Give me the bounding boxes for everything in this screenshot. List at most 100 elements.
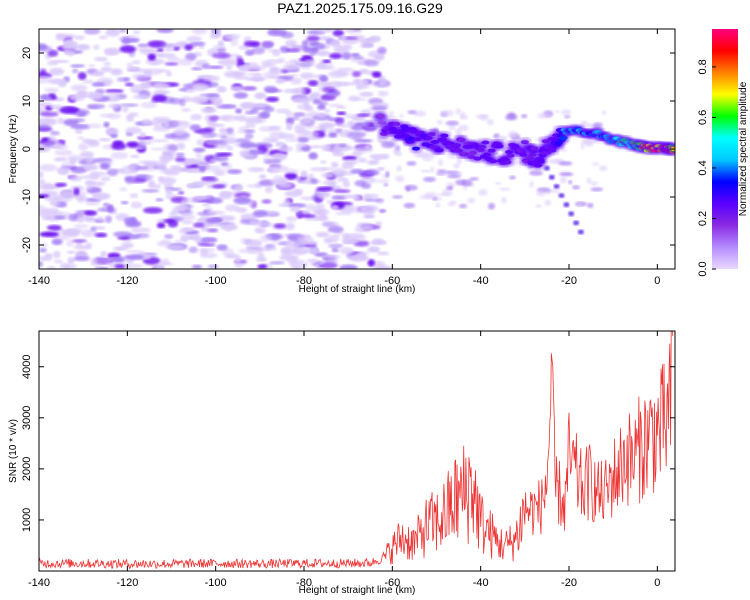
noise-blob: [316, 112, 326, 119]
noise-blob: [159, 239, 172, 245]
noise-blob: [157, 261, 174, 266]
noise-blob: [354, 180, 367, 187]
noise-blob: [329, 53, 343, 59]
noise-blob: [52, 250, 61, 259]
noise-blob: [94, 56, 109, 62]
noise-blob: [572, 185, 580, 190]
noise-blob: [403, 202, 416, 209]
noise-blob: [207, 264, 219, 268]
snr-x-tick-label: -140: [28, 577, 50, 589]
noise-blob: [301, 40, 309, 48]
spectrogram-x-tick-label: -120: [116, 275, 138, 287]
noise-blob: [312, 98, 322, 105]
noise-blob: [375, 179, 390, 183]
noise-blob: [66, 250, 76, 255]
noise-blob: [217, 58, 238, 67]
noise-blob: [84, 210, 98, 216]
noise-blob: [193, 222, 205, 228]
noise-blob: [309, 167, 328, 172]
noise-blob: [125, 249, 143, 254]
noise-blob: [333, 189, 351, 194]
noise-blob: [238, 65, 250, 72]
noise-blob: [385, 170, 390, 178]
spectrogram-y-tick-label: -20: [21, 237, 33, 253]
noise-blob: [395, 175, 405, 182]
noise-blob: [251, 46, 266, 55]
noise-blob: [108, 103, 120, 109]
noise-blob: [201, 176, 216, 181]
noise-blob: [191, 67, 203, 71]
trace-core: [481, 140, 490, 145]
noise-blob: [285, 48, 301, 53]
noise-blob: [316, 50, 331, 57]
noise-blob: [321, 172, 334, 178]
noise-blob: [198, 45, 205, 49]
noise-blob: [304, 105, 314, 112]
noise-blob: [371, 105, 388, 111]
noise-blob: [113, 231, 133, 237]
noise-blob: [350, 168, 364, 174]
noise-blob: [182, 83, 196, 90]
noise-blob: [331, 247, 339, 253]
noise-blob: [88, 93, 103, 100]
noise-blob: [445, 186, 452, 190]
noise-blob: [191, 29, 208, 35]
noise-blob: [423, 176, 436, 183]
noise-blob: [285, 111, 294, 117]
noise-blob: [39, 255, 53, 262]
noise-blob: [328, 131, 338, 138]
noise-blob: [229, 39, 239, 47]
noise-blob: [137, 136, 154, 140]
spectrogram-x-tick-label: 0: [654, 275, 660, 287]
noise-blob: [54, 182, 67, 187]
noise-blob: [319, 75, 329, 83]
noise-blob: [145, 174, 154, 180]
noise-blob: [260, 110, 271, 119]
noise-blob: [292, 247, 308, 255]
noise-blob: [199, 252, 218, 259]
noise-blob: [126, 38, 140, 43]
noise-blob: [241, 153, 256, 158]
spectrogram-y-label: Frequency (Hz): [8, 115, 19, 184]
noise-blob: [378, 208, 387, 213]
noise-blob: [245, 49, 255, 56]
noise-blob: [309, 145, 323, 149]
noise-blob: [124, 82, 134, 87]
noise-blob: [407, 110, 417, 115]
noise-blob: [294, 188, 303, 194]
noise-blob: [150, 139, 170, 143]
snr-y-tick-label: 1000: [21, 508, 33, 532]
noise-blob: [342, 194, 358, 199]
noise-blob: [453, 163, 460, 169]
noise-blob: [357, 157, 367, 163]
noise-blob: [102, 144, 113, 150]
noise-blob: [226, 169, 242, 175]
noise-blob: [488, 202, 495, 210]
noise-blob: [188, 183, 195, 189]
noise-blob: [141, 118, 152, 125]
noise-blob: [235, 207, 248, 213]
noise-blob: [245, 77, 266, 81]
noise-blob: [172, 121, 192, 126]
noise-blob: [106, 168, 119, 177]
noise-blob: [156, 222, 166, 229]
noise-blob: [226, 145, 234, 151]
noise-blob: [97, 207, 117, 212]
noise-blob: [39, 117, 58, 126]
noise-blob: [314, 204, 325, 209]
trace-branch: [568, 211, 575, 217]
noise-blob: [165, 244, 185, 250]
noise-blob: [91, 192, 111, 200]
noise-blob: [435, 202, 441, 208]
noise-blob: [181, 107, 192, 112]
noise-blob: [363, 212, 374, 217]
noise-blob: [331, 205, 339, 210]
noise-blob: [467, 197, 476, 204]
noise-blob: [72, 239, 87, 243]
noise-blob: [59, 262, 70, 269]
noise-blob: [271, 49, 281, 57]
noise-blob: [192, 181, 209, 186]
noise-blob: [82, 79, 94, 84]
noise-blob: [590, 181, 598, 186]
noise-blob: [591, 162, 600, 166]
